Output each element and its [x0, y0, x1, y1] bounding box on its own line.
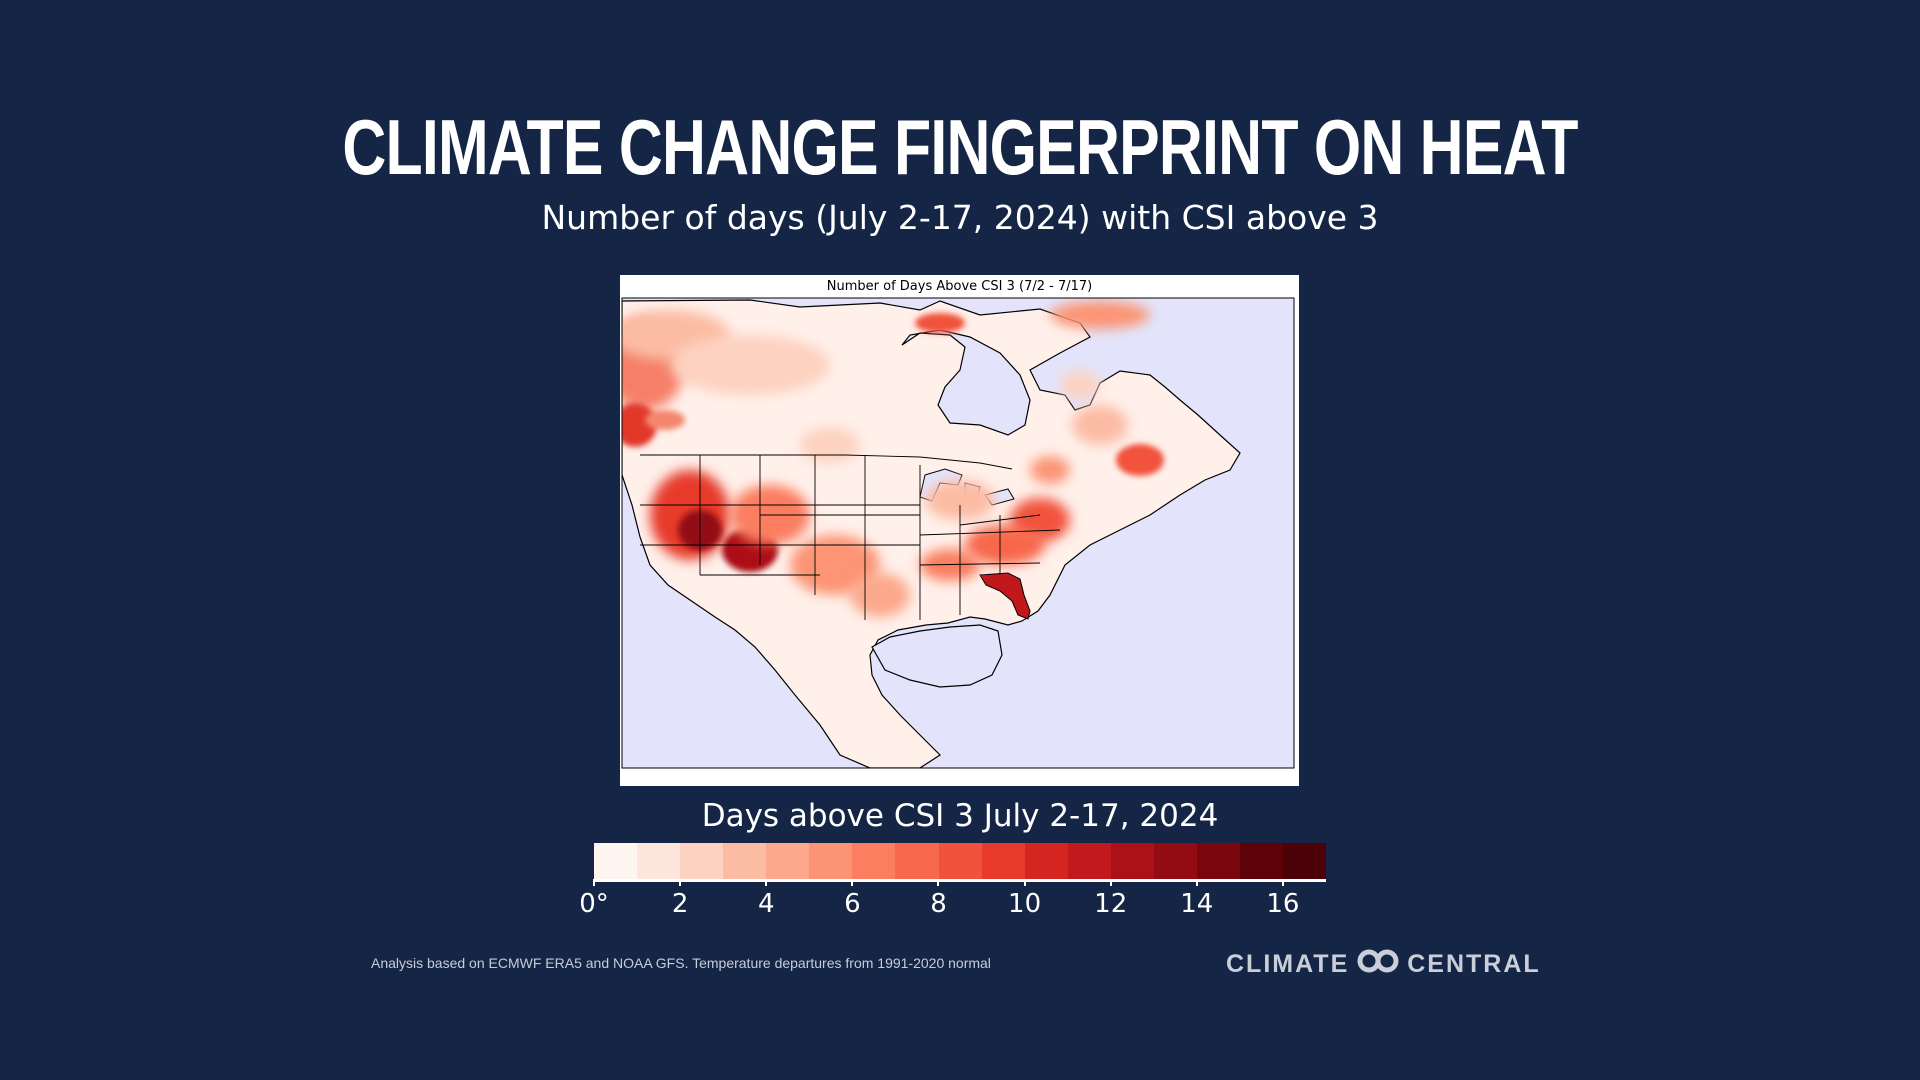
- colorbar-tick-mark: [1195, 879, 1198, 886]
- colorbar: [594, 843, 1327, 882]
- colorbar-tick-mark: [1023, 879, 1026, 886]
- brand-text-right: CENTRAL: [1407, 950, 1541, 978]
- colorbar-tick-mark: [851, 879, 854, 886]
- colorbar-cell: [1110, 843, 1154, 879]
- colorbar-tick-label: 4: [757, 889, 775, 919]
- colorbar-tick-label: 6: [844, 889, 861, 919]
- colorbar-cell: [637, 843, 681, 879]
- colorbar-cell: [981, 843, 1025, 879]
- heat-patches: [622, 301, 1164, 617]
- colorbar-cell: [594, 843, 638, 879]
- brand-text-left: CLIMATE: [1226, 950, 1350, 978]
- north-america-heat-map: [621, 297, 1295, 769]
- colorbar-tick-label: 0°: [579, 889, 609, 919]
- brand-wordmark: CLIMATE CENTRAL: [1226, 948, 1541, 981]
- colorbar-cell: [1239, 843, 1283, 879]
- colorbar-cell: [895, 843, 939, 879]
- colorbar-ticks: 0° 2 4 6 8 10 12 14 16: [579, 879, 1326, 939]
- colorbar-tick-label: 2: [671, 889, 689, 919]
- hudson-bay: [901, 329, 1031, 436]
- colorbar-tick-label: 10: [1008, 889, 1042, 919]
- florida: [979, 572, 1031, 620]
- linked-rings-logo-icon: [1355, 948, 1401, 981]
- map-frame: [621, 297, 1295, 769]
- colorbar-cell: [680, 843, 724, 879]
- colorbar-tick-mark: [937, 879, 940, 886]
- colorbar-cell: [1196, 843, 1240, 879]
- colorbar-cell: [1283, 843, 1327, 879]
- map-inner-title: Number of Days Above CSI 3 (7/2 - 7/17): [826, 279, 1093, 294]
- colorbar-tick-mark: [593, 879, 595, 886]
- page-title: CLIMATE CHANGE FINGERPRINT ON HEAT: [342, 103, 1578, 191]
- colorbar-cell: [938, 843, 982, 879]
- colorbar-tick-mark: [1109, 879, 1112, 886]
- map-panel: Number of Days Above CSI 3 (7/2 - 7/17): [620, 275, 1299, 786]
- colorbar-tick-label: 8: [930, 889, 947, 919]
- colorbar-cell: [809, 843, 853, 879]
- colorbar-tick-label: 16: [1266, 889, 1300, 919]
- colorbar-cell: [723, 843, 767, 879]
- colorbar-cell: [766, 843, 810, 879]
- political-borders: [640, 454, 1061, 620]
- colorbar-cell: [1153, 843, 1197, 879]
- footnote: Analysis based on ECMWF ERA5 and NOAA GF…: [371, 955, 991, 971]
- colorbar-tick-label: 12: [1094, 889, 1128, 919]
- gulf-of-mexico: [871, 624, 1003, 688]
- colorbar-tick-mark: [765, 879, 768, 886]
- colorbar-cell: [1024, 843, 1068, 879]
- colorbar-tick-mark: [1281, 879, 1284, 886]
- page-subtitle: Number of days (July 2-17, 2024) with CS…: [541, 198, 1379, 237]
- colorbar-cell: [1067, 843, 1111, 879]
- colorbar-tick-mark: [679, 879, 682, 886]
- colorbar-tick-label: 14: [1180, 889, 1214, 919]
- colorbar-cell: [852, 843, 896, 879]
- legend-title: Days above CSI 3 July 2-17, 2024: [701, 798, 1219, 834]
